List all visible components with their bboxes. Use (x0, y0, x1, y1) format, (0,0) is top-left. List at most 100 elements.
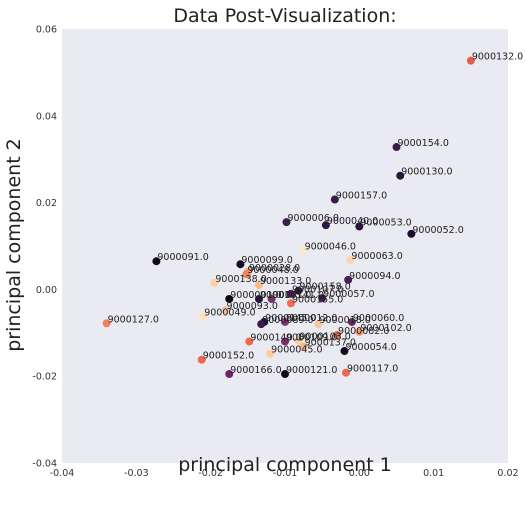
data-point-label: 9000094.0 (349, 271, 400, 282)
data-point-label: 9000049.0 (204, 307, 255, 318)
data-point (318, 294, 327, 303)
data-point-label: 9000161.0 (260, 290, 311, 301)
data-point (282, 218, 291, 227)
data-point-label: 9000145.0 (265, 313, 316, 324)
data-point (102, 319, 111, 328)
data-point-label: 9000140.0 (250, 332, 301, 343)
data-point-label: 9000117.0 (347, 364, 398, 375)
data-point (396, 171, 405, 180)
x-tick-label: -0.01 (273, 468, 298, 479)
data-point-label: 9000089.0 (262, 315, 313, 326)
data-point-label: 9000137.0 (305, 338, 356, 349)
data-point-label: 9000102.0 (360, 323, 411, 334)
data-point (266, 349, 275, 358)
data-point (199, 312, 208, 321)
y-tick-label: 0.02 (36, 198, 57, 209)
data-point-label: 9000158.0 (299, 282, 350, 293)
x-tick-label: -0.03 (124, 468, 149, 479)
data-point (286, 289, 295, 298)
data-point (344, 275, 353, 284)
x-tick-label: -0.04 (50, 468, 75, 479)
data-point-label: 9000018.0 (319, 315, 370, 326)
data-point (236, 260, 245, 269)
data-point-label: 9000132.0 (472, 52, 523, 63)
y-axis-label: principal component 2 (3, 138, 25, 352)
data-point-label: 9000155.0 (292, 294, 343, 305)
data-point-label: 9000046.0 (305, 241, 356, 252)
data-point-label: 9000127.0 (108, 314, 159, 325)
data-point-label: 9000109.0 (286, 332, 337, 343)
data-point (281, 317, 289, 326)
data-point-label: 9000107.0 (292, 285, 343, 296)
x-tick-label: -0.02 (198, 468, 223, 479)
data-point (152, 257, 161, 266)
data-point (340, 347, 349, 356)
data-point-label: 9000082.0 (338, 326, 389, 337)
data-point-label: 9000063.0 (351, 251, 402, 262)
data-point (210, 278, 219, 287)
data-point (242, 270, 251, 279)
plot-area (62, 29, 508, 463)
data-point-label: 9000166.0 (230, 365, 281, 376)
data-points: 9000132.0 9000154.0 9000130.0 9000157.0 9000… (102, 52, 523, 379)
data-point-label: 9000012.0 (286, 313, 337, 324)
x-tick-label: 0.00 (349, 468, 370, 479)
data-point-label: 9000057.0 (323, 289, 374, 300)
y-tick-label: -0.04 (32, 459, 57, 470)
data-point (333, 330, 342, 339)
x-axis-label: principal component 1 (178, 454, 392, 476)
data-point (245, 337, 254, 346)
data-point (225, 370, 234, 379)
y-tick-label: -0.02 (32, 372, 57, 383)
x-tick-label: 0.02 (497, 468, 518, 479)
data-point-label: 9000006.0 (287, 213, 338, 224)
data-point-label: 9000053.0 (360, 217, 411, 228)
data-point (299, 342, 308, 351)
data-point-label: 9000154.0 (398, 138, 449, 149)
data-point (314, 320, 323, 329)
data-point (225, 294, 234, 303)
data-point (341, 368, 350, 377)
data-point (346, 255, 355, 264)
data-point-label: 9000028.0 (249, 263, 300, 274)
data-point (281, 337, 289, 346)
data-point-label: 9000099.0 (241, 255, 292, 266)
data-point-label: 9000060.0 (353, 313, 404, 324)
data-point-label: 9000103.0 (299, 332, 350, 343)
data-point (299, 246, 308, 255)
data-point (294, 336, 303, 345)
data-point-label: 9000091.0 (157, 252, 208, 263)
y-tick-label: 0.00 (36, 285, 57, 296)
data-point-label: 9000157.0 (336, 191, 387, 202)
data-point-label: 9000045.0 (271, 345, 322, 356)
data-point (286, 299, 295, 308)
data-point (281, 370, 289, 379)
data-point-label: 9000040.0 (327, 216, 378, 227)
chart-title: Data Post-Visualization: (173, 5, 396, 27)
data-point-label: 9000133.0 (260, 276, 311, 287)
data-point (466, 56, 475, 65)
data-point (407, 229, 416, 238)
data-point-label: 9000001.0 (230, 290, 281, 301)
data-point-label: 9000054.0 (345, 342, 396, 353)
data-point (294, 286, 303, 295)
data-point (392, 143, 401, 152)
data-point (330, 195, 339, 204)
data-point (355, 222, 364, 231)
data-point-label: 9000152.0 (203, 351, 254, 362)
data-point (197, 355, 206, 364)
data-point (254, 281, 263, 290)
x-tick-label: 0.01 (423, 468, 444, 479)
data-point-label: 9000048.0 (247, 265, 298, 276)
y-tick-label: 0.06 (36, 25, 57, 36)
data-point (355, 327, 364, 336)
data-point-label: 9000121.0 (286, 365, 337, 376)
data-point (267, 294, 276, 303)
data-point (257, 320, 266, 329)
data-point (347, 317, 356, 326)
data-point-label: 9000093.0 (227, 301, 278, 312)
data-point (321, 221, 330, 230)
data-point-label: 9000138.0 (215, 274, 266, 285)
data-point-label: 9000130.0 (401, 167, 452, 178)
